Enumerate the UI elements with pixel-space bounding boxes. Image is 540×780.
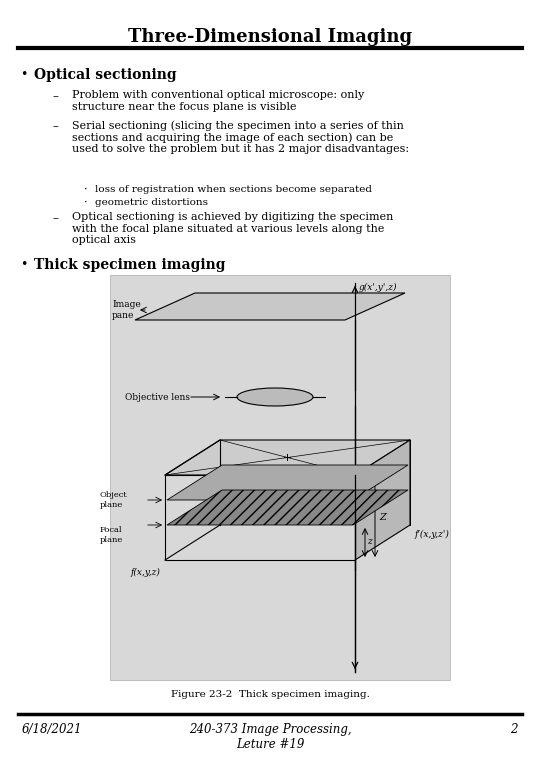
Polygon shape [165,475,355,560]
Text: ·: · [84,198,87,208]
Text: Focal
plane: Focal plane [100,526,123,544]
Text: 6/18/2021: 6/18/2021 [22,723,83,736]
Text: Figure 23-2  Thick specimen imaging.: Figure 23-2 Thick specimen imaging. [171,690,369,699]
Text: Optical sectioning: Optical sectioning [34,68,177,82]
Text: Problem with conventional optical microscope: only
structure near the focus plan: Problem with conventional optical micros… [72,90,364,112]
Text: Z: Z [379,512,386,522]
Ellipse shape [237,388,313,406]
Text: z: z [367,537,372,547]
Text: Optical sectioning is achieved by digitizing the specimen
with the focal plane s: Optical sectioning is achieved by digiti… [72,212,393,245]
Polygon shape [355,440,410,560]
Text: –: – [52,90,58,103]
Text: f'(x,y,z'): f'(x,y,z') [415,530,450,539]
Text: –: – [52,212,58,225]
Text: •: • [20,258,28,271]
Polygon shape [167,465,408,500]
Text: Image
pane: Image pane [112,300,141,320]
Text: Serial sectioning (slicing the specimen into a series of thin
sections and acqui: Serial sectioning (slicing the specimen … [72,120,409,154]
Text: g(x',y',z): g(x',y',z) [359,283,397,292]
Text: ·: · [84,185,87,195]
Polygon shape [135,293,405,320]
Text: 240-373 Image Processing,
Leture #19: 240-373 Image Processing, Leture #19 [188,723,352,751]
Text: Three-Dimensional Imaging: Three-Dimensional Imaging [128,28,412,46]
Text: f(x,y,z): f(x,y,z) [130,568,160,577]
Text: Objective lens: Objective lens [125,392,190,402]
Text: Thick specimen imaging: Thick specimen imaging [34,258,226,272]
Text: –: – [52,120,58,133]
Text: Object
plane: Object plane [100,491,128,509]
Text: loss of registration when sections become separated: loss of registration when sections becom… [95,185,372,194]
FancyBboxPatch shape [110,275,450,680]
Text: 2: 2 [510,723,518,736]
Text: geometric distortions: geometric distortions [95,198,208,207]
Polygon shape [167,490,408,525]
Text: •: • [20,68,28,81]
Polygon shape [165,440,410,475]
